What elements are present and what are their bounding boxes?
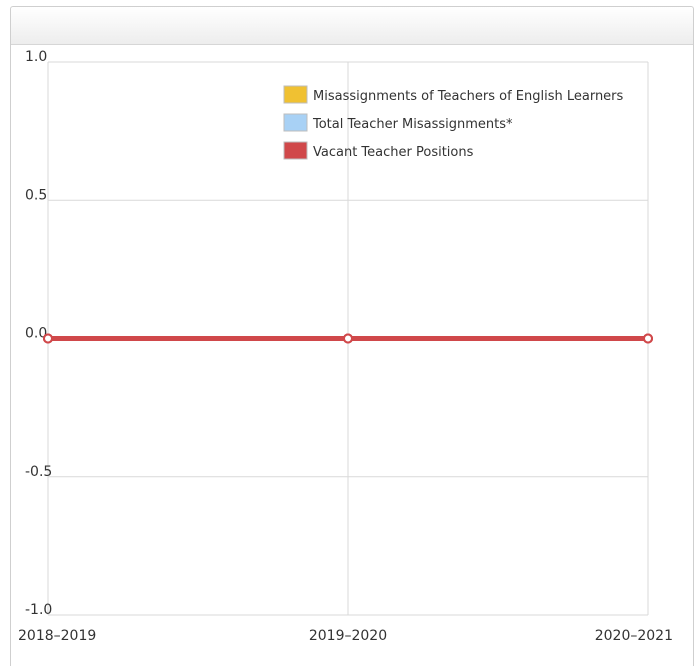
data-point[interactable] [343,333,353,344]
y-tick-label: 1.0 [25,49,47,65]
y-tick-label: -1.0 [25,602,52,618]
series-lines [43,333,653,344]
y-axis-labels: 1.0 0.5 0.0 -0.5 -1.0 [25,49,52,618]
legend-swatch[interactable] [283,113,308,132]
y-tick-label: 0.0 [25,326,47,342]
legend-label[interactable]: Misassignments of Teachers of English Le… [313,89,624,104]
x-tick-label: 2019–2020 [309,628,387,644]
x-tick-label: 2020–2021 [595,628,673,644]
line-chart: 1.0 0.5 0.0 -0.5 -1.0 2018–2019 2019–2020 2020… [18,49,673,644]
y-tick-label: 0.5 [25,187,47,203]
panel-header [11,7,693,45]
x-axis-labels: 2018–2019 2019–2020 2020–2021 [18,628,673,644]
x-tick-label: 2018–2019 [18,628,96,644]
legend-label[interactable]: Total Teacher Misassignments* [312,117,513,132]
legend-swatch[interactable] [283,85,308,104]
legend[interactable]: Misassignments of Teachers of English Le… [283,85,624,160]
legend-swatch[interactable] [283,141,308,160]
data-point[interactable] [43,333,53,344]
data-point[interactable] [643,333,653,344]
y-tick-label: -0.5 [25,464,52,480]
legend-label[interactable]: Vacant Teacher Positions [313,145,474,160]
